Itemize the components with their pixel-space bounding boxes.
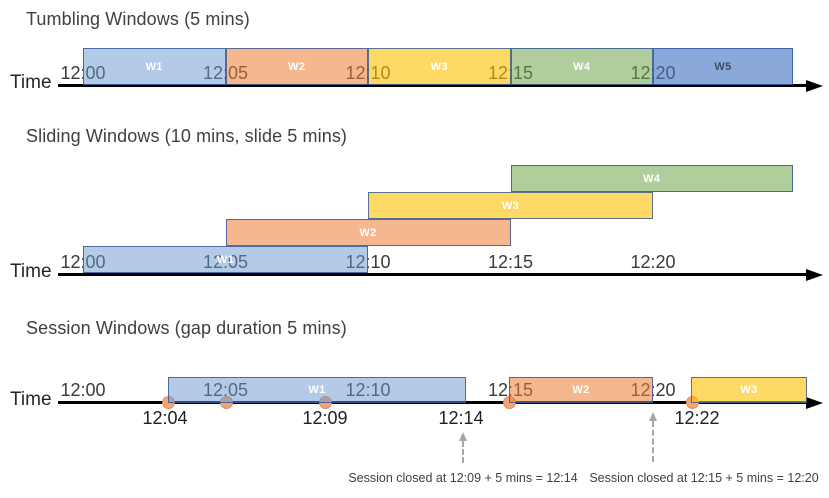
window-label: W4 — [643, 172, 661, 185]
window-label: W1 — [308, 384, 326, 396]
session-close-up-arrow-icon — [459, 432, 467, 463]
window-w3: W3 — [691, 377, 807, 403]
arrowhead-icon — [806, 79, 823, 92]
window-label: W1 — [145, 60, 163, 73]
tick-label: 12:15 — [487, 252, 534, 272]
up-arrowhead-icon — [459, 432, 467, 441]
dashed-line — [652, 421, 654, 462]
sliding-windows-title: Sliding Windows (10 mins, slide 5 mins) — [26, 126, 348, 146]
arrowhead-icon — [806, 268, 823, 281]
tumbling-windows-title: Tumbling Windows (5 mins) — [26, 9, 250, 29]
timeline — [58, 84, 806, 87]
event-time-label: 12:14 — [438, 408, 484, 428]
up-arrowhead-icon — [649, 412, 657, 421]
window-w1: W1 — [83, 246, 368, 273]
window-label: W3 — [740, 384, 758, 396]
window-label: W2 — [572, 384, 590, 396]
window-label: W1 — [216, 253, 235, 266]
arrowhead-icon — [806, 396, 823, 409]
window-w4: W4 — [510, 48, 653, 85]
window-label: W2 — [288, 60, 306, 73]
event-time-label: 12:04 — [142, 408, 188, 428]
window-w2: W2 — [225, 48, 368, 85]
window-w2: W2 — [509, 377, 653, 403]
window-w1: W1 — [168, 377, 466, 403]
window-w3: W3 — [368, 48, 511, 85]
event-time-label: 12:22 — [674, 408, 720, 428]
window-label: W3 — [430, 60, 448, 73]
window-w3: W3 — [368, 192, 653, 219]
tick-label: 12:20 — [630, 252, 676, 272]
window-label: W2 — [359, 226, 377, 239]
session-windows-title: Session Windows (gap duration 5 mins) — [26, 318, 347, 338]
window-w1: W1 — [83, 48, 226, 85]
window-label: W4 — [573, 60, 591, 73]
window-label: W3 — [501, 199, 520, 212]
session-close-up-arrow-icon — [649, 412, 657, 462]
time-axis-label: Time — [10, 261, 52, 282]
window-w5: W5 — [653, 48, 793, 85]
session-closed-annotation: Session closed at 12:15 + 5 mins = 12:20 — [589, 471, 819, 485]
time-axis-label: Time — [10, 389, 52, 410]
tick-label: 12:00 — [60, 380, 106, 400]
time-axis-label: Time — [10, 72, 52, 93]
session-closed-annotation: Session closed at 12:09 + 5 mins = 12:14 — [348, 471, 578, 485]
event-time-label: 12:09 — [302, 408, 348, 428]
window-w4: W4 — [510, 165, 793, 192]
dashed-line — [462, 441, 464, 463]
window-w2: W2 — [225, 219, 511, 246]
window-label: W5 — [714, 60, 732, 73]
timeline — [58, 273, 806, 276]
